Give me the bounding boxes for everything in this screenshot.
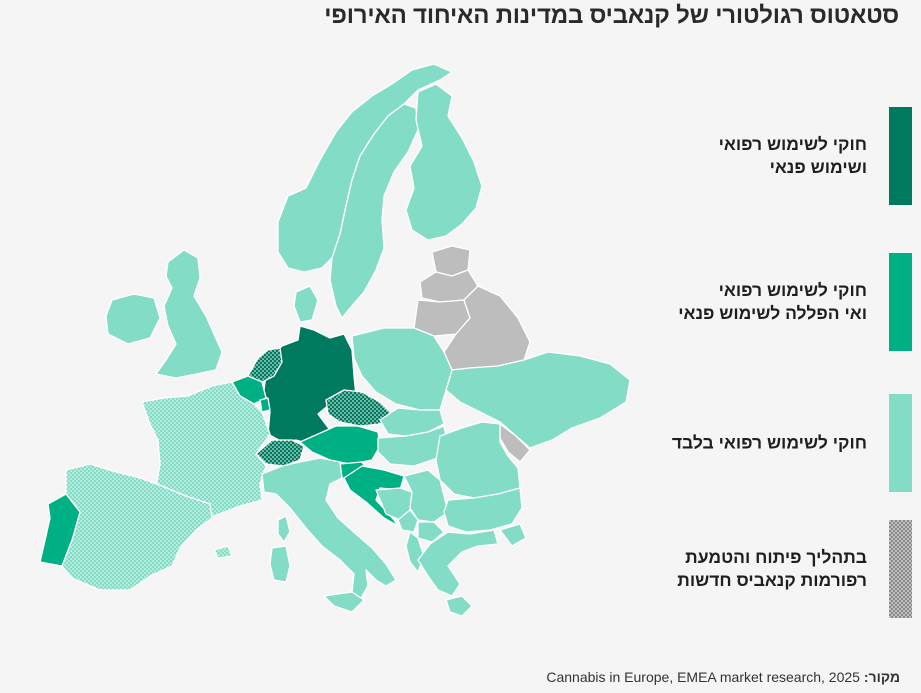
country-ireland (105, 293, 161, 345)
country-montenegro (397, 509, 419, 533)
source-note: מקור: Cannabis in Europe, EMEA market re… (546, 669, 900, 685)
country-switzerland (255, 439, 305, 467)
legend-label-reform: בתהליך פיתוח והטמעת רפורמות קנאביס חדשות (677, 547, 867, 590)
country-greece (417, 529, 499, 597)
country-luxembourg (259, 397, 271, 413)
country-italy (261, 457, 397, 601)
legend-swatch-medical (889, 394, 912, 492)
country-united-kingdom (155, 249, 223, 379)
country-norway (277, 63, 453, 273)
country-france-corsica (277, 515, 291, 543)
map-title: סטאטוס רגולטורי של קנאביס במדינות האיחוד… (324, 2, 899, 29)
country-italy-sicily (323, 591, 365, 613)
country-greece-crete (445, 595, 473, 617)
legend-swatch-reform (889, 520, 912, 618)
legend-item-reform: בתהליך פיתוח והטמעת רפורמות קנאביס חדשות (552, 520, 912, 618)
country-italy-sardinia (269, 545, 291, 583)
country-spain-balearics (213, 545, 233, 559)
country-romania (435, 421, 521, 499)
country-ukraine (445, 351, 631, 449)
country-north-macedonia (417, 521, 445, 543)
country-turkey (499, 523, 527, 547)
country-bulgaria (443, 487, 523, 533)
legend-item-pilot: חוקי לשימוש רפואי ואי הפללה לשימוש פנאי (552, 253, 912, 351)
legend-swatch-recreational (889, 107, 912, 205)
country-portugal (39, 493, 81, 567)
legend-swatch-pilot (889, 253, 912, 351)
country-denmark (293, 285, 319, 323)
country-finland (405, 83, 483, 241)
legend-item-recreational: חוקי לשימוש רפואי ושימוש פנאי (552, 107, 912, 205)
legend-label-medical: חוקי לשימוש רפואי בלבד (671, 432, 867, 453)
source-text: Cannabis in Europe, EMEA market research… (546, 669, 860, 685)
country-sweden (329, 103, 419, 319)
legend-label-recreational: חוקי לשימוש רפואי ושימוש פנאי (718, 134, 867, 177)
country-serbia (403, 469, 449, 523)
legend-label-pilot: חוקי לשימוש רפואי ואי הפללה לשימוש פנאי (678, 280, 867, 323)
country-netherlands (247, 347, 283, 383)
country-slovakia (379, 407, 445, 437)
source-label: מקור: (863, 669, 900, 685)
legend-item-medical: חוקי לשימוש רפואי בלבד (552, 394, 912, 492)
country-poland (351, 327, 453, 411)
country-croatia (343, 465, 405, 527)
